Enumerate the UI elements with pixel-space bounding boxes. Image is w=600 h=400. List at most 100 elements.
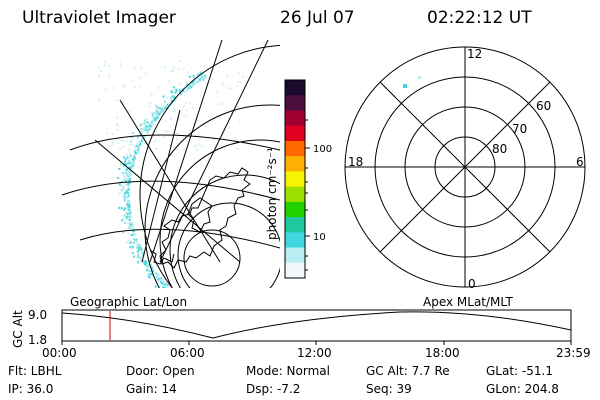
aurora-pixel xyxy=(241,76,244,78)
aurora-pixel xyxy=(126,154,128,157)
aurora-pixel xyxy=(127,200,130,203)
aurora-pixel xyxy=(117,137,119,140)
aurora-pixel xyxy=(132,241,135,244)
aurora-pixel xyxy=(162,286,165,288)
aurora-pixel xyxy=(141,252,144,255)
aurora-pixel xyxy=(175,89,178,92)
aurora-pixel xyxy=(196,149,198,152)
aurora-pixel xyxy=(222,84,225,86)
aurora-pixel xyxy=(163,283,166,286)
aurora-pixel xyxy=(162,110,165,113)
header-date: 26 Jul 07 xyxy=(280,8,355,28)
aurora-pixel xyxy=(202,76,205,79)
color-bar-band xyxy=(285,201,305,218)
aurora-pixel xyxy=(97,66,100,69)
info-mode: Mode: Normal xyxy=(246,364,330,378)
aurora-pixel xyxy=(150,121,153,124)
aurora-pixel xyxy=(139,246,142,249)
aurora-pixel xyxy=(193,123,196,126)
aurora-pixel xyxy=(151,267,154,270)
aurora-pixel xyxy=(237,71,240,74)
aurora-pixel xyxy=(127,210,130,213)
aurora-pixel xyxy=(154,111,157,114)
aurora-pixel xyxy=(126,184,128,187)
aurora-pixel xyxy=(138,76,141,79)
aurora-pixel xyxy=(122,231,125,234)
color-bar-band xyxy=(285,140,305,157)
lon-line xyxy=(61,180,280,201)
aurora-pixel xyxy=(108,74,111,77)
aurora-pixel xyxy=(160,278,163,281)
aurora-pixel xyxy=(150,265,153,267)
aurora-pixel xyxy=(144,260,147,263)
aurora-pixel xyxy=(167,285,170,288)
aurora-pixel xyxy=(156,117,159,119)
aurora-pixel xyxy=(217,116,220,119)
aurora-pixel xyxy=(125,217,128,220)
header-time: 02:22:12 UT xyxy=(427,8,532,28)
aurora-pixel xyxy=(156,282,159,285)
aurora-pixel xyxy=(160,103,163,106)
aurora-pixel xyxy=(119,61,122,64)
aurora-pixel xyxy=(172,66,175,69)
aurora-pixel xyxy=(154,271,157,274)
aurora-pixel xyxy=(224,147,227,150)
aurora-pixel xyxy=(122,164,125,167)
aurora-pixel xyxy=(132,164,134,167)
aurora-pixel xyxy=(124,221,126,224)
aurora-pixel xyxy=(148,105,151,108)
aurora-pixel xyxy=(121,185,124,188)
aurora-pixel xyxy=(118,183,121,186)
aurora-pixel xyxy=(216,90,219,93)
aurora-pixel xyxy=(193,82,196,84)
aurora-pixel xyxy=(160,281,163,283)
aurora-pixel xyxy=(128,240,131,243)
aurora-pixel xyxy=(193,77,196,80)
aurora-pixel xyxy=(109,145,111,148)
aurora-pixel xyxy=(184,101,187,104)
aurora-pixel xyxy=(187,87,190,90)
aurora-pixel xyxy=(136,136,139,139)
aurora-pixel xyxy=(137,256,139,258)
aurora-pixel xyxy=(117,142,120,144)
timeline-y-tick-top: 9.0 xyxy=(28,308,47,322)
aurora-pixel xyxy=(184,115,187,117)
geographic-plot xyxy=(61,40,280,288)
aurora-pixel xyxy=(131,166,134,169)
aurora-pixel xyxy=(133,149,136,152)
aurora-pixel xyxy=(131,79,134,82)
aurora-pixel xyxy=(154,104,157,106)
geographic-plot-label: Geographic Lat/Lon xyxy=(70,295,187,309)
aurora-pixel xyxy=(123,85,126,88)
aurora-pixel xyxy=(119,147,121,150)
color-bar-band xyxy=(285,80,305,96)
aurora-pixel xyxy=(137,148,140,151)
timeline-frame xyxy=(61,309,572,342)
aurora-pixel xyxy=(125,215,128,218)
aurora-pixel xyxy=(128,148,131,151)
aurora-pixel xyxy=(145,125,148,128)
aurora-pixel xyxy=(120,189,123,192)
aurora-pixel xyxy=(144,262,147,265)
aurora-pixel xyxy=(173,124,176,127)
aurora-pixel xyxy=(166,130,169,133)
aurora-pixel xyxy=(124,189,127,192)
aurora-pixel xyxy=(112,87,115,89)
aurora-pixel xyxy=(153,112,156,115)
aurora-pixel xyxy=(172,110,175,113)
aurora-pixel xyxy=(163,100,166,103)
aurora-pixel xyxy=(106,138,109,141)
aurora-pixel xyxy=(123,84,126,87)
aurora-pixel xyxy=(137,243,140,246)
aurora-pixel xyxy=(128,156,131,159)
aurora-pixel xyxy=(143,142,146,145)
aurora-pixel xyxy=(158,113,161,116)
aurora-pixel xyxy=(190,84,193,87)
aurora-pixel xyxy=(157,277,160,280)
color-bar-band xyxy=(285,95,305,112)
aurora-pixel xyxy=(128,206,131,208)
aurora-pixel xyxy=(145,72,148,75)
aurora-pixel xyxy=(198,78,201,81)
aurora-pixel xyxy=(174,91,177,94)
aurora-pixel xyxy=(126,222,129,225)
